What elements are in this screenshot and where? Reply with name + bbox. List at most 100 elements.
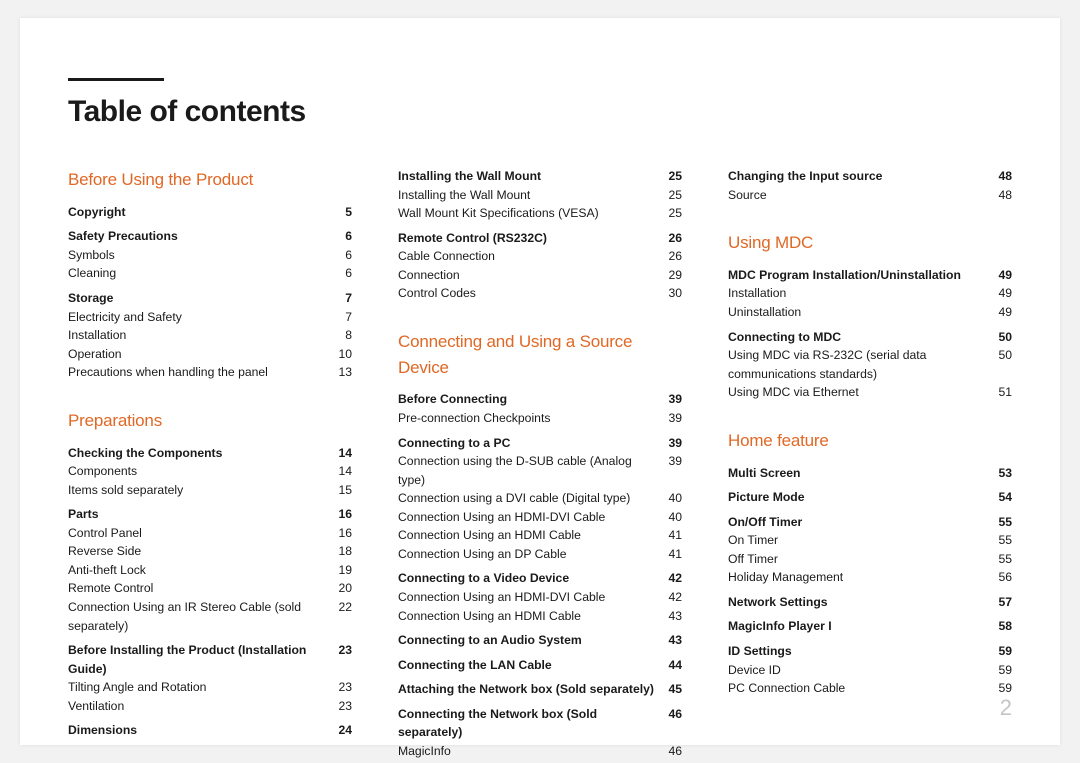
toc-entry[interactable]: Installation49 <box>728 284 1012 303</box>
toc-section-title: Connecting and Using a Source Device <box>398 329 682 381</box>
toc-entry-label: Connecting to a Video Device <box>398 569 662 588</box>
toc-entry[interactable]: Connecting to MDC50 <box>728 328 1012 347</box>
toc-entry-page: 46 <box>662 742 682 761</box>
toc-entry[interactable]: Wall Mount Kit Specifications (VESA)25 <box>398 204 682 223</box>
toc-block: Copyright5 <box>68 203 352 222</box>
toc-entry[interactable]: Changing the Input source48 <box>728 167 1012 186</box>
toc-entry[interactable]: Before Connecting39 <box>398 390 682 409</box>
toc-entry[interactable]: Connecting the LAN Cable44 <box>398 656 682 675</box>
toc-entry[interactable]: Control Codes30 <box>398 284 682 303</box>
toc-entry[interactable]: Connection Using an HDMI Cable43 <box>398 607 682 626</box>
toc-entry[interactable]: Checking the Components14 <box>68 444 352 463</box>
toc-entry[interactable]: Ventilation23 <box>68 697 352 716</box>
toc-entry[interactable]: Installing the Wall Mount25 <box>398 167 682 186</box>
toc-block: Safety Precautions6Symbols6Cleaning6 <box>68 227 352 283</box>
toc-entry[interactable]: Connection Using an HDMI-DVI Cable40 <box>398 508 682 527</box>
toc-entry[interactable]: MagicInfo46 <box>398 742 682 761</box>
toc-entry[interactable]: Device ID59 <box>728 661 1012 680</box>
toc-entry[interactable]: Installing the Wall Mount25 <box>398 186 682 205</box>
toc-entry-page: 7 <box>332 289 352 308</box>
toc-block: Installing the Wall Mount25Installing th… <box>398 167 682 223</box>
toc-entry-label: Device ID <box>728 661 992 680</box>
toc-entry[interactable]: Symbols6 <box>68 246 352 265</box>
toc-entry[interactable]: Connection Using an HDMI-DVI Cable42 <box>398 588 682 607</box>
toc-column: Before Using the ProductCopyright5Safety… <box>68 167 352 763</box>
toc-entry[interactable]: Attaching the Network box (Sold separate… <box>398 680 682 699</box>
toc-entry[interactable]: Components14 <box>68 462 352 481</box>
toc-entry[interactable]: Source48 <box>728 186 1012 205</box>
toc-entry[interactable]: Reverse Side18 <box>68 542 352 561</box>
toc-entry[interactable]: Network Settings57 <box>728 593 1012 612</box>
toc-block: ID Settings59Device ID59PC Connection Ca… <box>728 642 1012 698</box>
toc-entry[interactable]: Picture Mode54 <box>728 488 1012 507</box>
toc-entry[interactable]: Storage7 <box>68 289 352 308</box>
toc-entry[interactable]: On/Off Timer55 <box>728 513 1012 532</box>
toc-entry[interactable]: Operation10 <box>68 345 352 364</box>
toc-entry-page: 8 <box>332 326 352 345</box>
toc-entry-label: Wall Mount Kit Specifications (VESA) <box>398 204 662 223</box>
toc-entry-page: 45 <box>662 680 682 699</box>
toc-entry[interactable]: Cleaning6 <box>68 264 352 283</box>
toc-entry-page: 48 <box>992 167 1012 186</box>
toc-entry-label: Control Codes <box>398 284 662 303</box>
toc-entry[interactable]: Connecting to a Video Device42 <box>398 569 682 588</box>
toc-entry-page: 7 <box>332 308 352 327</box>
toc-entry[interactable]: Pre-connection Checkpoints39 <box>398 409 682 428</box>
toc-entry[interactable]: Using MDC via RS-232C (serial data commu… <box>728 346 1012 383</box>
toc-columns: Before Using the ProductCopyright5Safety… <box>68 167 1012 763</box>
toc-entry[interactable]: Using MDC via Ethernet51 <box>728 383 1012 402</box>
toc-entry-label: Network Settings <box>728 593 992 612</box>
toc-entry[interactable]: Safety Precautions6 <box>68 227 352 246</box>
title-rule <box>68 78 164 81</box>
toc-entry[interactable]: Connecting the Network box (Sold separat… <box>398 705 682 742</box>
toc-entry[interactable]: Dimensions24 <box>68 721 352 740</box>
toc-entry[interactable]: Connection Using an DP Cable41 <box>398 545 682 564</box>
toc-entry-page: 41 <box>662 526 682 545</box>
toc-entry[interactable]: MagicInfo Player I58 <box>728 617 1012 636</box>
toc-entry[interactable]: Items sold separately15 <box>68 481 352 500</box>
toc-entry[interactable]: Control Panel16 <box>68 524 352 543</box>
toc-entry[interactable]: Connecting to a PC39 <box>398 434 682 453</box>
toc-entry-page: 6 <box>332 264 352 283</box>
toc-entry[interactable]: Connection Using an IR Stereo Cable (sol… <box>68 598 352 635</box>
toc-entry[interactable]: MDC Program Installation/Uninstallation4… <box>728 266 1012 285</box>
toc-entry-label: Holiday Management <box>728 568 992 587</box>
toc-block: Connecting the Network box (Sold separat… <box>398 705 682 761</box>
toc-entry[interactable]: Installation8 <box>68 326 352 345</box>
toc-entry[interactable]: Connection Using an HDMI Cable41 <box>398 526 682 545</box>
toc-entry-label: Safety Precautions <box>68 227 332 246</box>
toc-entry[interactable]: PC Connection Cable59 <box>728 679 1012 698</box>
toc-entry-label: Parts <box>68 505 332 524</box>
toc-entry[interactable]: Anti-theft Lock19 <box>68 561 352 580</box>
toc-entry[interactable]: Connection29 <box>398 266 682 285</box>
toc-entry[interactable]: Copyright5 <box>68 203 352 222</box>
toc-entry[interactable]: Electricity and Safety7 <box>68 308 352 327</box>
toc-entry-label: Anti-theft Lock <box>68 561 332 580</box>
toc-entry[interactable]: Cable Connection26 <box>398 247 682 266</box>
toc-block: Network Settings57 <box>728 593 1012 612</box>
toc-entry[interactable]: Off Timer55 <box>728 550 1012 569</box>
toc-entry-page: 20 <box>332 579 352 598</box>
toc-entry-label: Connection Using an HDMI-DVI Cable <box>398 588 662 607</box>
toc-entry-page: 43 <box>662 607 682 626</box>
toc-entry[interactable]: Connection using a DVI cable (Digital ty… <box>398 489 682 508</box>
toc-entry[interactable]: ID Settings59 <box>728 642 1012 661</box>
toc-entry-label: Dimensions <box>68 721 332 740</box>
toc-entry[interactable]: Connecting to an Audio System43 <box>398 631 682 650</box>
toc-entry[interactable]: Parts16 <box>68 505 352 524</box>
toc-entry-label: Installation <box>728 284 992 303</box>
toc-entry[interactable]: On Timer55 <box>728 531 1012 550</box>
toc-entry[interactable]: Before Installing the Product (Installat… <box>68 641 352 678</box>
toc-entry[interactable]: Tilting Angle and Rotation23 <box>68 678 352 697</box>
toc-entry-page: 19 <box>332 561 352 580</box>
toc-entry[interactable]: Remote Control20 <box>68 579 352 598</box>
toc-entry-label: Connection using a DVI cable (Digital ty… <box>398 489 662 508</box>
toc-entry[interactable]: Multi Screen53 <box>728 464 1012 483</box>
toc-entry-page: 59 <box>992 642 1012 661</box>
toc-entry[interactable]: Precautions when handling the panel13 <box>68 363 352 382</box>
toc-entry[interactable]: Remote Control (RS232C)26 <box>398 229 682 248</box>
toc-entry-label: Using MDC via Ethernet <box>728 383 992 402</box>
toc-entry[interactable]: Connection using the D-SUB cable (Analog… <box>398 452 682 489</box>
toc-entry[interactable]: Uninstallation49 <box>728 303 1012 322</box>
toc-entry[interactable]: Holiday Management56 <box>728 568 1012 587</box>
